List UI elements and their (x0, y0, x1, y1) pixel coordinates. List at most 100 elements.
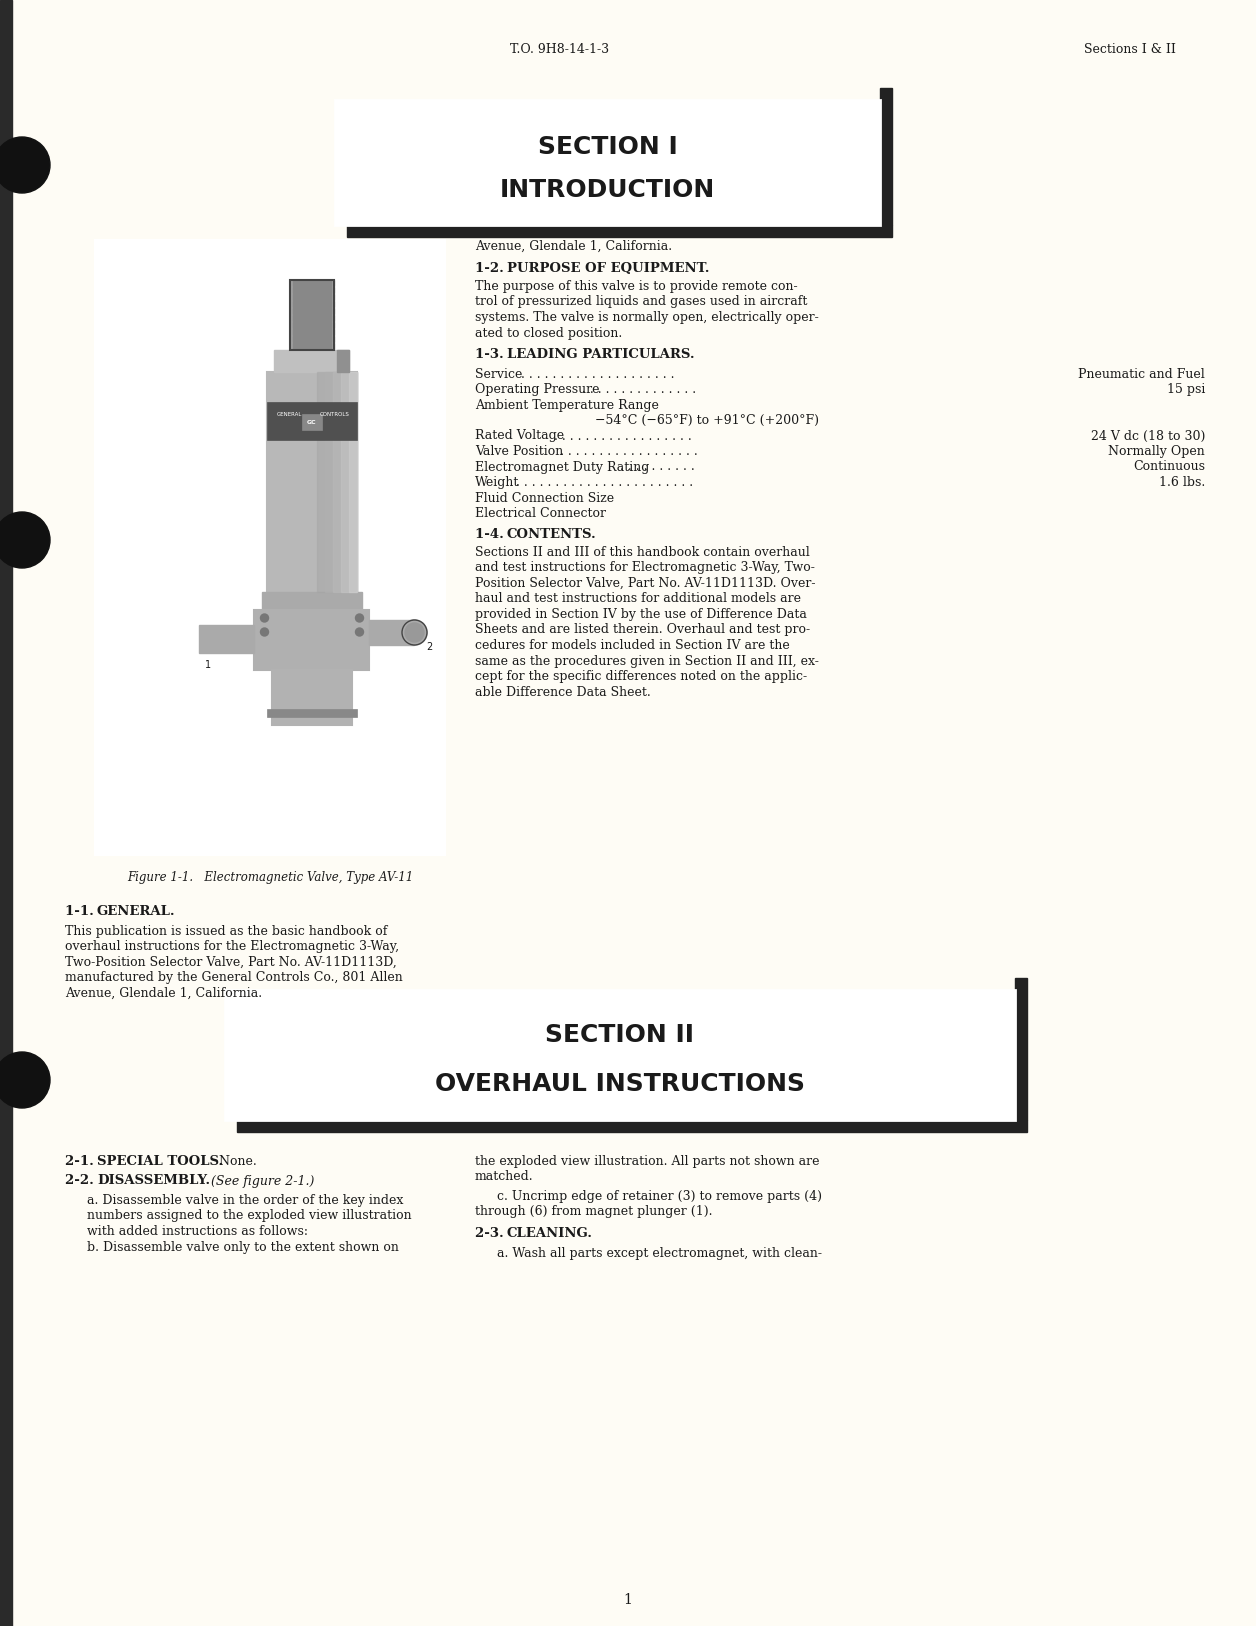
Bar (293, 288, 332, 293)
Text: a. Disassemble valve in the order of the key index: a. Disassemble valve in the order of the… (87, 1193, 403, 1206)
Text: This publication is issued as the basic handbook of: This publication is issued as the basic … (65, 925, 387, 938)
Text: LEADING PARTICULARS.: LEADING PARTICULARS. (507, 348, 695, 361)
Text: GENERAL.: GENERAL. (97, 906, 176, 919)
Text: CLEANING.: CLEANING. (507, 1228, 593, 1241)
Text: DISASSEMBLY.: DISASSEMBLY. (97, 1174, 210, 1187)
Bar (880, 88, 892, 224)
Text: CONTENTS.: CONTENTS. (507, 527, 597, 540)
Text: numbers assigned to the exploded view illustration: numbers assigned to the exploded view il… (87, 1210, 412, 1223)
Text: SECTION I: SECTION I (538, 135, 677, 159)
Text: Figure 1-1.   Electromagnetic Valve, Type AV-11: Figure 1-1. Electromagnetic Valve, Type … (127, 870, 413, 883)
Text: Service: Service (475, 367, 522, 380)
Text: SPECIAL TOOLS.: SPECIAL TOOLS. (97, 1154, 224, 1167)
Text: Normally Open: Normally Open (1108, 446, 1205, 459)
Text: 2-1.: 2-1. (65, 1154, 98, 1167)
Text: Sections I & II: Sections I & II (1084, 44, 1176, 57)
Text: and test instructions for Electromagnetic 3-Way, Two-: and test instructions for Electromagneti… (475, 561, 815, 574)
Bar (293, 337, 332, 341)
Text: Operating Pressure: Operating Pressure (475, 384, 599, 397)
Text: . . . . . . . . . . . . . . . . . .: . . . . . . . . . . . . . . . . . . (560, 446, 698, 459)
Text: Fluid Connection Size: Fluid Connection Size (475, 491, 614, 504)
Bar (268, 709, 357, 717)
Bar (290, 322, 334, 328)
Bar (290, 307, 334, 314)
Bar (275, 350, 349, 372)
Text: Electromagnet Duty Rating: Electromagnet Duty Rating (475, 460, 649, 473)
Text: Avenue, Glendale 1, California.: Avenue, Glendale 1, California. (475, 241, 672, 254)
Circle shape (0, 512, 50, 567)
Text: . . . . . . . . . . . . . . .: . . . . . . . . . . . . . . . (582, 384, 696, 397)
Text: Sections II and III of this handbook contain overhaul: Sections II and III of this handbook con… (475, 546, 810, 559)
Text: 1: 1 (205, 660, 211, 670)
Text: haul and test instructions for additional models are: haul and test instructions for additiona… (475, 592, 801, 605)
Bar (290, 280, 334, 286)
Text: c. Uncrimp edge of retainer (3) to remove parts (4): c. Uncrimp edge of retainer (3) to remov… (497, 1190, 821, 1203)
Text: Weight: Weight (475, 476, 520, 489)
Bar (290, 294, 334, 301)
Text: provided in Section IV by the use of Difference Data: provided in Section IV by the use of Dif… (475, 608, 806, 621)
Text: the exploded view illustration. All parts not shown are: the exploded view illustration. All part… (475, 1154, 819, 1167)
Text: cedures for models included in Section IV are the: cedures for models included in Section I… (475, 639, 790, 652)
Text: 15 psi: 15 psi (1167, 384, 1205, 397)
Bar (325, 372, 357, 592)
Text: with added instructions as follows:: with added instructions as follows: (87, 1224, 308, 1237)
Text: trol of pressurized liquids and gases used in aircraft: trol of pressurized liquids and gases us… (475, 296, 808, 309)
Circle shape (0, 137, 50, 193)
Text: CONTROLS: CONTROLS (319, 411, 349, 416)
Bar (293, 301, 332, 307)
Text: b. Disassemble valve only to the extent shown on: b. Disassemble valve only to the extent … (87, 1241, 399, 1254)
Text: 1-2.: 1-2. (475, 262, 509, 275)
Circle shape (355, 628, 363, 636)
Text: INTRODUCTION: INTRODUCTION (500, 177, 715, 202)
Bar (225, 990, 1015, 1120)
Bar (200, 624, 255, 654)
Bar (263, 592, 362, 610)
Text: . . . . . . . . . .: . . . . . . . . . . (620, 460, 696, 473)
Bar (293, 322, 332, 328)
Text: SECTION II: SECTION II (545, 1023, 695, 1047)
Text: 1-1.: 1-1. (65, 906, 98, 919)
Text: same as the procedures given in Section II and III, ex-: same as the procedures given in Section … (475, 655, 819, 668)
Bar (317, 372, 357, 592)
Text: systems. The valve is normally open, electrically oper-: systems. The valve is normally open, ele… (475, 311, 819, 324)
Bar (290, 337, 334, 341)
Text: overhaul instructions for the Electromagnetic 3-Way,: overhaul instructions for the Electromag… (65, 940, 399, 953)
Text: Electrical Connector: Electrical Connector (475, 507, 605, 520)
Bar (290, 315, 334, 320)
Text: T.O. 9H8-14-1-3: T.O. 9H8-14-1-3 (510, 44, 609, 57)
Text: None.: None. (215, 1154, 256, 1167)
Text: GC: GC (308, 420, 317, 424)
Circle shape (404, 623, 425, 642)
Text: (See figure 2-1.): (See figure 2-1.) (207, 1174, 314, 1187)
Bar (293, 328, 332, 335)
Bar (301, 415, 322, 429)
Text: a. Wash all parts except electromagnet, with clean-: a. Wash all parts except electromagnet, … (497, 1247, 821, 1260)
Text: Continuous: Continuous (1133, 460, 1205, 473)
Text: −54°C (−65°F) to +91°C (+200°F): −54°C (−65°F) to +91°C (+200°F) (595, 415, 819, 428)
Text: Rated Voltage: Rated Voltage (475, 429, 564, 442)
Text: Sheets and are listed therein. Overhaul and test pro-: Sheets and are listed therein. Overhaul … (475, 623, 810, 636)
Bar (293, 343, 332, 350)
Bar (273, 670, 352, 725)
Bar (268, 372, 357, 592)
Bar (0, 0, 13, 1626)
Bar (335, 101, 880, 224)
Bar (333, 372, 357, 592)
Bar (293, 315, 332, 320)
Text: able Difference Data Sheet.: able Difference Data Sheet. (475, 686, 651, 699)
Bar (95, 241, 445, 855)
Text: Two-Position Selector Valve, Part No. AV-11D1113D,: Two-Position Selector Valve, Part No. AV… (65, 956, 397, 969)
Bar (290, 343, 334, 350)
Bar (290, 301, 334, 307)
Text: 1.6 lbs.: 1.6 lbs. (1159, 476, 1205, 489)
Circle shape (402, 620, 427, 646)
Bar (347, 224, 892, 237)
Text: Valve Position: Valve Position (475, 446, 563, 459)
Bar (349, 372, 357, 592)
Circle shape (0, 1052, 50, 1107)
Bar (340, 372, 357, 592)
Text: GENERAL: GENERAL (276, 411, 303, 416)
Bar (293, 307, 332, 314)
Bar (290, 288, 334, 293)
Text: 2-2.: 2-2. (65, 1174, 98, 1187)
